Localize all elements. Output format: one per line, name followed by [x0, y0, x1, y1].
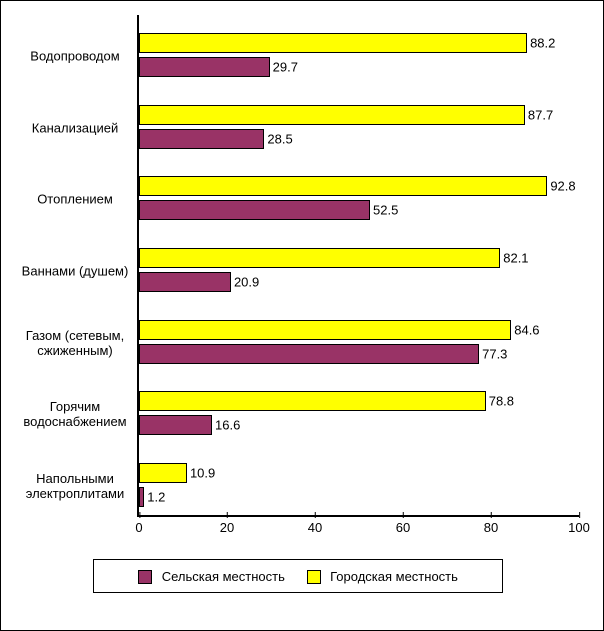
category-group: Канализацией87.728.5 [139, 101, 579, 157]
plot-area: 020406080100Водопроводом88.229.7Канализа… [137, 15, 579, 517]
bar-city: 92.8 [139, 176, 547, 196]
value-label-city: 87.7 [524, 107, 553, 122]
bar-city: 84.6 [139, 320, 511, 340]
value-label-rural: 28.5 [263, 131, 292, 146]
value-label-city: 84.6 [510, 322, 539, 337]
bar-city: 82.1 [139, 248, 500, 268]
bar-rural: 28.5 [139, 129, 264, 149]
bar-rural: 16.6 [139, 415, 212, 435]
x-tick: 60 [396, 520, 410, 535]
bar-rural: 20.9 [139, 272, 231, 292]
x-tick: 20 [220, 520, 234, 535]
category-group: Горячим водоснабжением78.816.6 [139, 387, 579, 443]
category-label: Горячим водоснабжением [19, 400, 139, 430]
x-tick: 80 [484, 520, 498, 535]
value-label-city: 82.1 [499, 251, 528, 266]
value-label-rural: 52.5 [369, 203, 398, 218]
category-group: Ваннами (душем)82.120.9 [139, 244, 579, 300]
value-label-city: 10.9 [186, 466, 215, 481]
value-label-rural: 20.9 [230, 275, 259, 290]
value-label-city: 78.8 [485, 394, 514, 409]
bar-rural: 77.3 [139, 344, 479, 364]
value-label-rural: 1.2 [143, 490, 165, 505]
x-tick: 0 [135, 520, 142, 535]
bar-rural: 52.5 [139, 200, 370, 220]
legend: Сельская местность Городская местность [93, 559, 503, 593]
legend-label-city: Городская местность [330, 569, 458, 584]
legend-label-rural: Сельская местность [162, 569, 285, 584]
category-group: Напольными электроплитами10.91.2 [139, 459, 579, 515]
legend-swatch-rural [138, 570, 152, 584]
bar-city: 10.9 [139, 463, 187, 483]
category-group: Отоплением92.852.5 [139, 172, 579, 228]
value-label-rural: 16.6 [211, 418, 240, 433]
bar-city: 87.7 [139, 105, 525, 125]
category-label: Канализацией [19, 121, 139, 136]
bar-rural: 1.2 [139, 487, 144, 507]
value-label-city: 88.2 [526, 36, 555, 51]
value-label-city: 92.8 [546, 179, 575, 194]
chart-frame: 020406080100Водопроводом88.229.7Канализа… [0, 0, 604, 631]
x-tick: 100 [568, 520, 590, 535]
category-label: Газом (сетевым, сжиженным) [19, 329, 139, 359]
bar-city: 88.2 [139, 33, 527, 53]
category-label: Ваннами (душем) [19, 265, 139, 280]
category-label: Напольными электроплитами [19, 472, 139, 502]
category-label: Водопроводом [19, 50, 139, 65]
value-label-rural: 29.7 [269, 60, 298, 75]
legend-swatch-city [307, 570, 321, 584]
category-label: Отоплением [19, 193, 139, 208]
category-group: Газом (сетевым, сжиженным)84.677.3 [139, 316, 579, 372]
bar-rural: 29.7 [139, 57, 270, 77]
bar-city: 78.8 [139, 391, 486, 411]
category-group: Водопроводом88.229.7 [139, 29, 579, 85]
value-label-rural: 77.3 [478, 346, 507, 361]
x-tick: 40 [308, 520, 322, 535]
